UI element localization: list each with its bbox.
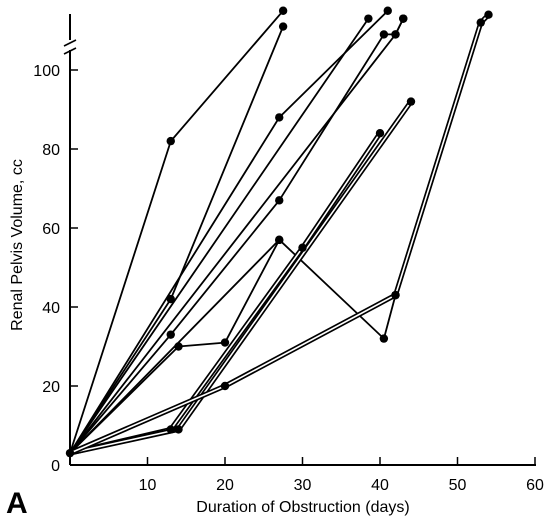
series-7-point [220, 338, 230, 347]
y-axis-break-mark [63, 39, 77, 55]
series-7-point [174, 342, 183, 351]
x-axis-label: Duration of Obstruction (days) [196, 499, 409, 516]
x-ticks: 10 20 30 40 50 60 [139, 457, 544, 494]
series-9-point [375, 129, 385, 138]
series-11-point [391, 290, 400, 300]
y-tick-label: 40 [42, 300, 60, 317]
series-3-point [383, 6, 392, 15]
origin-point [65, 448, 75, 458]
series-1-line [69, 9, 285, 455]
series-6-point [166, 330, 175, 339]
series-7-line [69, 238, 281, 455]
x-tick-label: 10 [139, 477, 157, 494]
y-tick-label: 100 [33, 63, 60, 80]
series-11-point [484, 10, 493, 19]
series-2-point [278, 22, 288, 31]
series-4-line [69, 17, 370, 455]
series-3-point [275, 113, 284, 122]
series-9-point [298, 243, 307, 252]
series-9-point [166, 425, 175, 434]
panel-letter: A [6, 487, 28, 519]
x-tick-label: 30 [294, 477, 312, 494]
series-10-point [174, 425, 183, 434]
points-layer [65, 6, 493, 458]
series-6-point [399, 14, 408, 23]
series-2-line [69, 25, 285, 455]
series-4-point [364, 14, 373, 23]
y-tick-label: 60 [42, 221, 60, 238]
axes [63, 14, 536, 466]
series-layer [67, 9, 491, 456]
series-6-point [379, 30, 389, 39]
x-tick-label: 20 [216, 477, 234, 494]
series-6-point [275, 196, 284, 205]
series-11-point [476, 18, 485, 27]
y-tick-label: 0 [51, 458, 60, 475]
series-6-point [391, 30, 400, 39]
x-tick-label: 60 [526, 477, 544, 494]
series-2-point [166, 294, 175, 304]
y-tick-label: 20 [42, 379, 60, 396]
y-axis-label: Renal Pelvis Volume, cc [9, 159, 26, 331]
series-11-point [220, 381, 230, 391]
x-tick-label: 50 [449, 477, 467, 494]
y-tick-label: 80 [42, 142, 60, 159]
series-1-point [166, 136, 175, 146]
series-1-point [278, 6, 288, 15]
series-10-point [406, 97, 416, 106]
y-ticks: 0 20 40 60 80 100 [33, 63, 78, 475]
x-tick-label: 40 [371, 477, 389, 494]
series-8-point [275, 235, 284, 245]
series-11-line-inner [69, 13, 490, 454]
series-11-line [67, 12, 491, 456]
series-8-point [379, 334, 389, 343]
